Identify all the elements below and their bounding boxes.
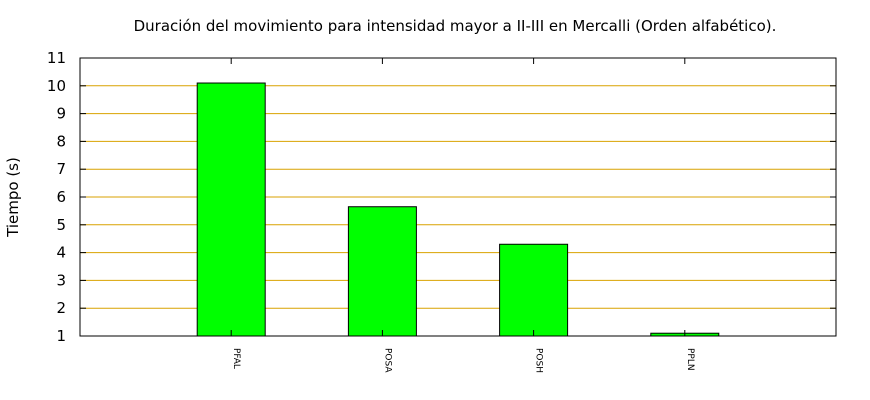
y-tick-label: 7 [56, 160, 66, 178]
x-axis-ticks: PFAL POSA POSH PPLN [230, 58, 695, 373]
x-tick-label: POSA [382, 348, 392, 373]
x-tick-label: POSH [534, 348, 544, 373]
y-tick-label: 2 [56, 299, 66, 317]
grid-lines [80, 85, 836, 309]
y-tick-label: 11 [47, 49, 66, 67]
y-tick-label: 1 [56, 327, 66, 345]
chart-title: Duración del movimiento para intensidad … [134, 17, 777, 35]
y-tick-label: 8 [56, 132, 66, 150]
y-axis-ticks: 1 2 3 4 5 6 7 8 9 10 11 [47, 49, 836, 345]
bar-posh [499, 243, 569, 337]
bar-pfal [196, 82, 266, 337]
y-tick-label: 6 [56, 188, 66, 206]
y-tick-label: 9 [56, 105, 66, 123]
y-tick-label: 4 [56, 244, 66, 262]
y-tick-label: 10 [47, 77, 66, 95]
y-tick-label: 5 [56, 216, 66, 234]
x-tick-label: PFAL [231, 348, 241, 369]
x-tick-label: PPLN [685, 348, 695, 371]
y-tick-label: 3 [56, 271, 66, 289]
bars [196, 82, 720, 337]
y-axis-label: Tiempo (s) [4, 157, 22, 238]
bar-posa [347, 206, 417, 337]
